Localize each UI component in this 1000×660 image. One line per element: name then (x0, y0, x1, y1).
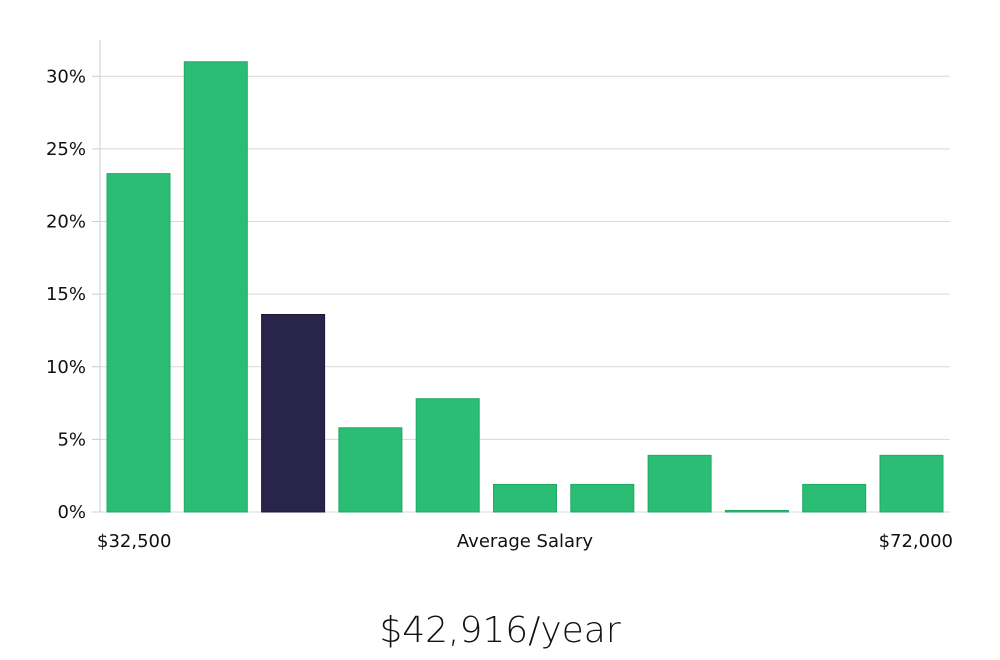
y-tick-label: 15% (46, 284, 86, 305)
bars (106, 61, 944, 513)
histogram-bar (647, 454, 712, 513)
y-tick-label: 5% (57, 429, 86, 450)
histogram-bar (724, 510, 789, 513)
histogram-bar (338, 427, 403, 513)
histogram-bar (106, 173, 171, 513)
histogram-bar (183, 61, 248, 513)
histogram-bar (570, 483, 635, 513)
y-tick-label: 20% (46, 212, 86, 233)
salary-histogram-chart: 0% 5% 10% 15% 20% 25% 30% $32,500 Average Sala… (46, 40, 953, 552)
y-tick-label: 30% (46, 66, 86, 87)
y-axis-ticks: 0% 5% 10% 15% 20% 25% 30% (46, 66, 100, 523)
y-tick-label: 25% (46, 139, 86, 160)
histogram-bar (802, 483, 867, 513)
x-max-label: $72,000 (879, 531, 953, 552)
x-min-label: $32,500 (97, 531, 171, 552)
average-salary-value: $42,916/year (379, 610, 621, 651)
histogram-bar-highlighted (261, 313, 326, 513)
y-tick-label: 10% (46, 357, 86, 378)
histogram-bar (879, 454, 944, 513)
x-axis-title: Average Salary (457, 531, 594, 552)
histogram-bar (493, 483, 557, 513)
histogram-bar (415, 398, 480, 513)
y-tick-label: 0% (57, 502, 86, 523)
